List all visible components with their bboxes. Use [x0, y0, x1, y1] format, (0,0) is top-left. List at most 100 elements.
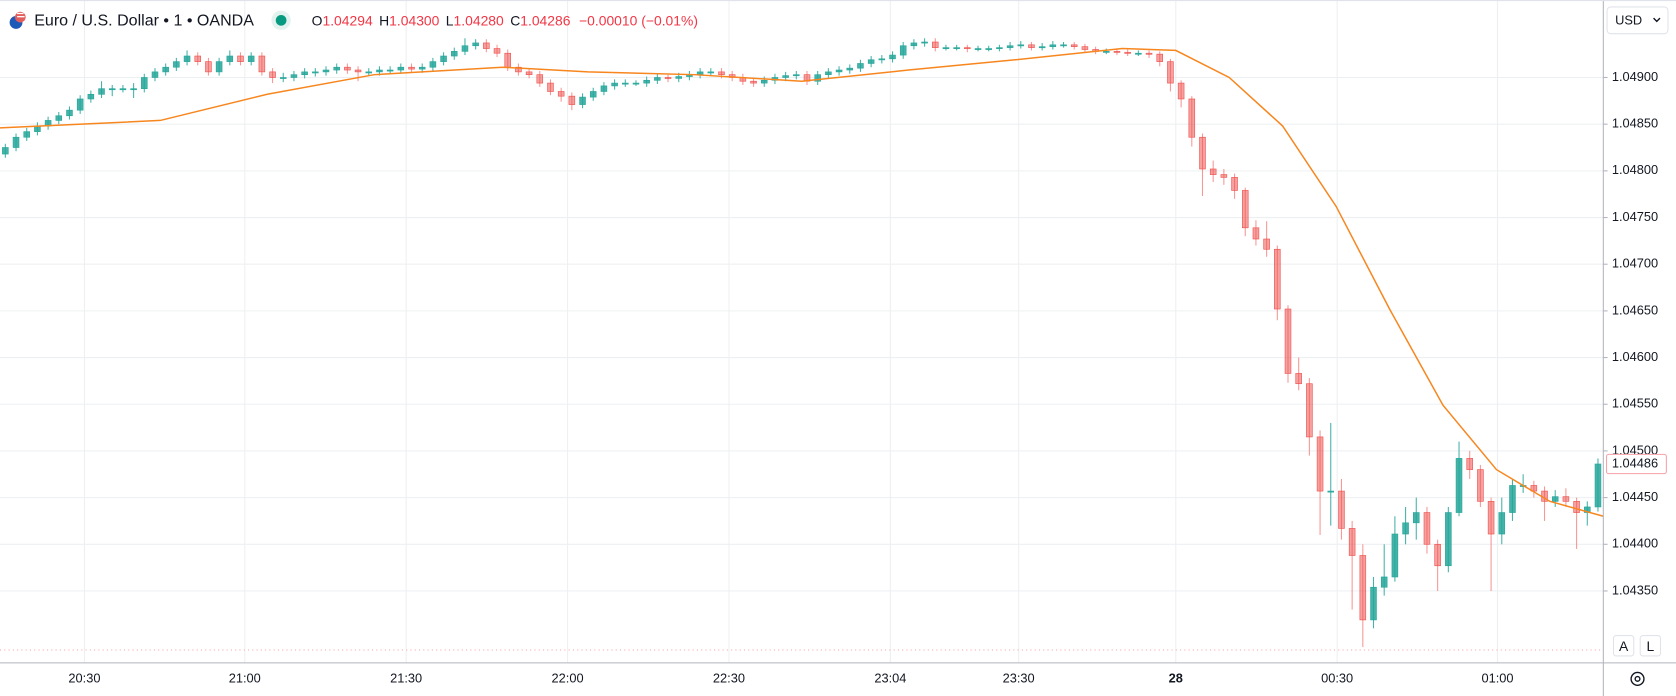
candle-body	[66, 109, 73, 117]
candle-body	[1413, 512, 1420, 524]
candle-body	[1370, 586, 1377, 621]
candle-body	[1070, 44, 1078, 48]
candle-body	[183, 55, 191, 62]
candle-body	[1487, 501, 1495, 535]
candle-body	[793, 74, 800, 77]
candle-body	[173, 61, 180, 68]
candle-body	[632, 82, 640, 85]
candle-body	[921, 41, 928, 44]
ohlc-label: C	[510, 12, 521, 29]
candle-body	[397, 66, 405, 71]
x-tick-label: 21:30	[390, 670, 422, 685]
candle-body	[483, 42, 490, 49]
last-price-label: 1.04486	[1612, 455, 1658, 470]
candle-body	[1445, 512, 1452, 567]
candle-body	[376, 69, 383, 73]
y-tick-label: 1.04500	[1612, 442, 1658, 457]
candle-body	[312, 71, 319, 74]
candle-body	[760, 79, 768, 84]
candle-body	[557, 91, 565, 97]
candle-body	[1124, 51, 1131, 54]
ohlc-value: 1.04300	[389, 12, 440, 29]
candle-body	[1220, 174, 1228, 178]
candle-body	[162, 66, 169, 73]
market-status[interactable]	[275, 14, 286, 26]
candle-body	[1455, 458, 1463, 513]
candle-body	[1477, 469, 1484, 502]
x-tick-label: 20:30	[68, 670, 100, 685]
auto-scale-button[interactable]: A	[1612, 635, 1635, 657]
candle-body	[2, 147, 9, 155]
candle-body	[1295, 373, 1302, 385]
grid	[0, 0, 1604, 663]
candle-body	[782, 75, 789, 78]
chevron	[1653, 17, 1661, 23]
candle-body	[429, 61, 437, 68]
candle-body	[1509, 485, 1516, 513]
x-tick-label: 21:00	[229, 670, 261, 685]
candle-body	[1573, 501, 1580, 513]
candle-body	[440, 55, 447, 62]
legend-header: Euro / U.S. Dollar • 1 • OANDA O 1.04294 …	[9, 9, 698, 33]
candle-body	[12, 136, 20, 148]
candle-body	[1316, 436, 1324, 492]
candle-body	[1284, 308, 1292, 374]
currency-select[interactable]: USD	[1606, 6, 1669, 35]
candle-body	[354, 69, 362, 73]
candle-body	[1231, 177, 1238, 191]
candle-body	[119, 88, 127, 91]
candle-body	[461, 45, 469, 52]
candle-body	[1391, 533, 1399, 578]
candle-body	[344, 66, 351, 71]
candle-body	[55, 115, 63, 121]
x-tick-label: 23:30	[1003, 670, 1035, 685]
y-tick-label: 1.04700	[1612, 256, 1658, 271]
candle-body	[408, 66, 415, 70]
settings-icon[interactable]	[1630, 671, 1645, 687]
candle-body	[1006, 45, 1014, 48]
candle-body	[515, 66, 522, 73]
candle-body	[451, 51, 458, 57]
candle-body	[194, 55, 202, 62]
candle-body	[1348, 528, 1356, 556]
symbol-title[interactable]: Euro / U.S. Dollar • 1 • OANDA	[34, 11, 254, 30]
candle-body	[675, 76, 682, 79]
candle-body	[1327, 490, 1335, 493]
log-scale-button[interactable]: L	[1639, 635, 1662, 657]
candle-body	[814, 74, 821, 82]
ohlc-label: O	[311, 12, 323, 29]
candle-body	[1402, 522, 1409, 535]
currency: USD	[1615, 12, 1643, 28]
candle-body	[23, 131, 30, 138]
y-tick-label: 1.04550	[1612, 396, 1658, 411]
candle-body	[290, 74, 298, 78]
candle-body	[579, 96, 586, 105]
y-tick-label: 1.04450	[1612, 489, 1658, 504]
y-tick-label: 1.04350	[1612, 582, 1658, 597]
y-tick-label: 1.04600	[1612, 349, 1658, 364]
candle-body	[215, 61, 223, 73]
candle-body	[1135, 52, 1142, 55]
candle-body	[1049, 44, 1057, 48]
candle-body	[472, 42, 479, 47]
candle-body	[1380, 576, 1388, 588]
candle-body	[1562, 496, 1570, 502]
candle-body	[1167, 61, 1174, 84]
candle-body	[1199, 136, 1206, 170]
candle-body	[964, 47, 971, 50]
candle-body	[205, 61, 212, 73]
candle-body	[547, 82, 554, 92]
candle-body	[718, 71, 725, 76]
candle-body	[942, 47, 950, 50]
candle-body	[878, 58, 886, 61]
candle-body	[750, 80, 757, 84]
candle-body	[98, 88, 105, 95]
x-tick-label: 23:04	[874, 670, 906, 685]
candle-body	[1103, 51, 1110, 53]
candle-body	[1038, 46, 1046, 49]
candle-body	[504, 52, 511, 68]
candle-body	[269, 71, 276, 78]
candle-body	[664, 77, 672, 79]
candle-body	[835, 69, 843, 73]
